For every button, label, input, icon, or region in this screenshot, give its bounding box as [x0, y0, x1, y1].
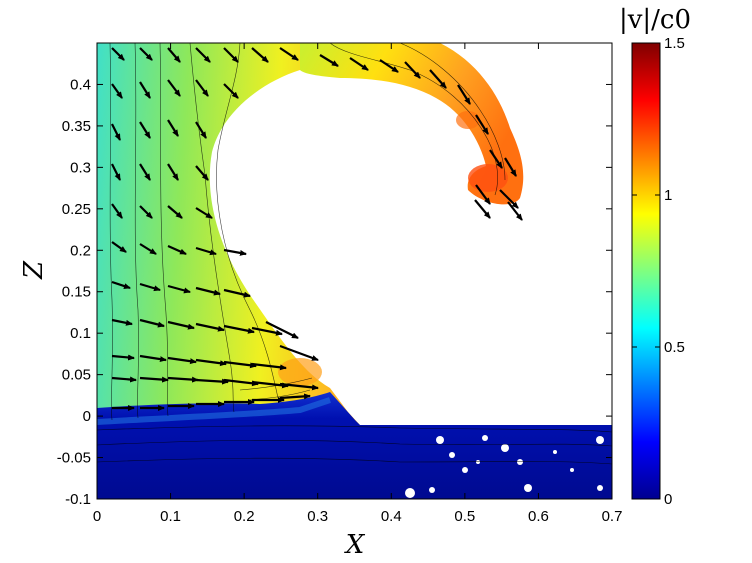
- y-tick-label: 0.35: [62, 118, 91, 135]
- velocity-arrows: [111, 47, 523, 411]
- x-tick-label: 0.5: [454, 508, 475, 525]
- y-tick-label: 0.1: [70, 325, 91, 342]
- y-tick-label: -0.1: [65, 491, 91, 508]
- y-axis-ticks: -0.1 -0.05 0 0.05 0.1 0.15 0.2 0.25 0.3 0.35 0.4: [57, 76, 612, 508]
- x-tick-label: 0.4: [381, 508, 402, 525]
- x-tick-label: 0.1: [160, 508, 181, 525]
- y-tick-label: 0.15: [62, 284, 91, 301]
- colorbar: [631, 42, 661, 500]
- x-tick-label: 0: [93, 508, 101, 525]
- y-tick-label: 0.05: [62, 367, 91, 384]
- y-tick-label: 0.25: [62, 201, 91, 218]
- colorbar-tick-label: 1.5: [664, 35, 685, 52]
- colorbar-tick-label: 0.5: [664, 339, 685, 356]
- trough-voids: [405, 435, 604, 498]
- contour-field: [97, 43, 612, 499]
- colorbar-ticks: 0 0.5 1 1.5: [632, 35, 685, 508]
- y-tick-label: 0.4: [70, 76, 91, 93]
- y-axis-label: Z: [19, 260, 49, 280]
- x-tick-label: 0.2: [234, 508, 255, 525]
- x-tick-label: 0.6: [528, 508, 549, 525]
- y-tick-label: 0: [83, 408, 91, 425]
- y-tick-label: 0.3: [70, 159, 91, 176]
- plot-axes-frame: [96, 42, 613, 500]
- wave-crest-region: [300, 43, 524, 205]
- colorbar-tick-label: 0: [664, 491, 672, 508]
- colorbar-tick-label: 1: [664, 187, 672, 204]
- colorbar-label: |v|/c0: [619, 5, 691, 35]
- y-tick-label: 0.2: [70, 242, 91, 259]
- wave-face-region: [97, 43, 360, 425]
- x-tick-label: 0.3: [307, 508, 328, 525]
- trough-region: [97, 392, 612, 499]
- x-axis-label: X: [344, 530, 366, 560]
- x-tick-label: 0.7: [602, 508, 623, 525]
- x-axis-ticks: 0 0.1 0.2 0.3 0.4 0.5 0.6 0.7: [93, 43, 623, 525]
- y-tick-label: -0.05: [57, 450, 91, 467]
